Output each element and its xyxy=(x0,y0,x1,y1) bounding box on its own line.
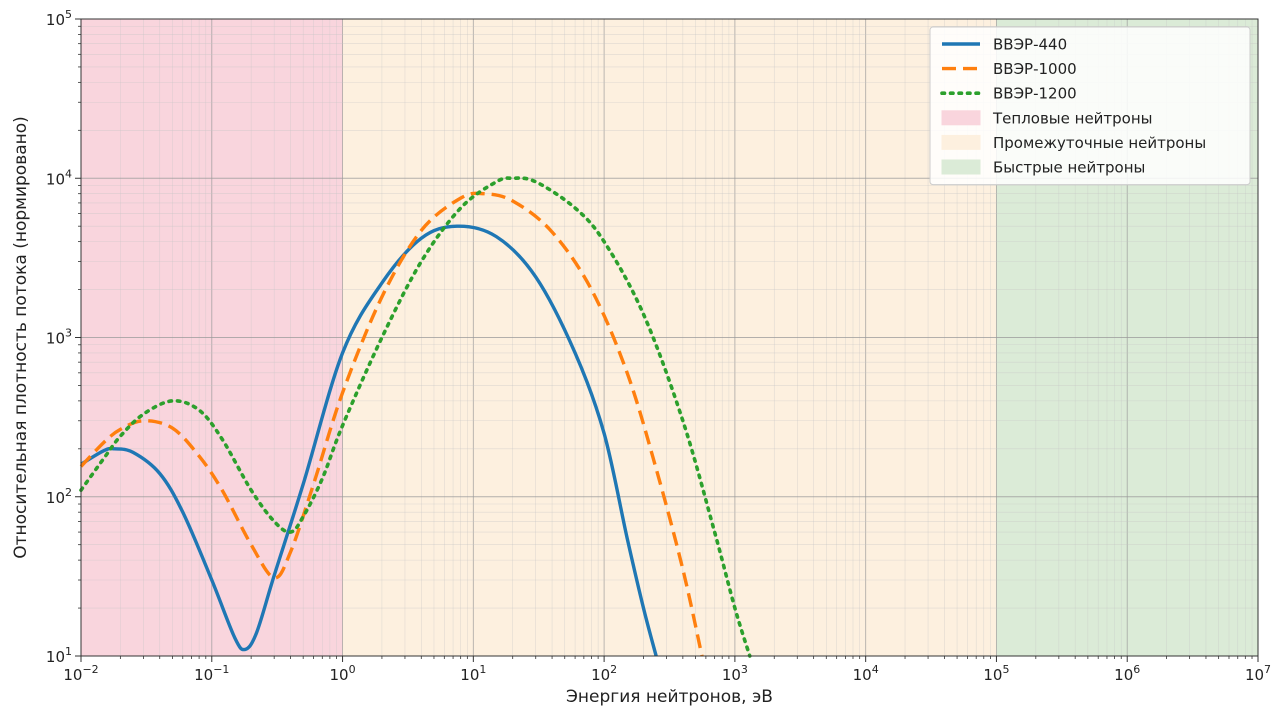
y-tick-label-exponent: 5 xyxy=(65,8,72,21)
y-tick-label: 103 xyxy=(46,327,72,348)
x-tick-label-exponent: −2 xyxy=(82,663,98,676)
legend-swatch-region-2 xyxy=(941,159,981,175)
x-tick-label: 10−1 xyxy=(194,663,229,684)
series-line-2 xyxy=(79,176,752,658)
x-tick-label-base: 10 xyxy=(1114,666,1133,684)
x-tick-label-base: 10 xyxy=(63,666,82,684)
legend-label-region-1: Промежуточные нейтроны xyxy=(993,134,1206,152)
x-tick-label-base: 10 xyxy=(722,666,741,684)
y-tick-label-base: 10 xyxy=(46,330,65,348)
y-tick-label-exponent: 1 xyxy=(65,645,72,658)
x-tick-label-exponent: 0 xyxy=(349,663,356,676)
legend-label-region-0: Тепловые нейтроны xyxy=(992,109,1153,127)
y-tick-label: 102 xyxy=(46,486,72,507)
legend-label-series-1: ВВЭР-1000 xyxy=(993,60,1077,78)
legend-swatch-region-0 xyxy=(941,110,981,126)
y-tick-label: 104 xyxy=(46,167,72,188)
y-tick-label-base: 10 xyxy=(46,648,65,666)
x-tick-label-base: 10 xyxy=(1245,666,1264,684)
x-tick-label-base: 10 xyxy=(983,666,1002,684)
x-tick-label-exponent: 7 xyxy=(1264,663,1271,676)
legend: ВВЭР-440 ВВЭР-1000 ВВЭР-1200 Тепловые нейтр… xyxy=(929,26,1251,186)
x-tick-label: 100 xyxy=(330,663,356,684)
series-line-1 xyxy=(79,191,704,657)
x-tick-label-exponent: 1 xyxy=(479,663,486,676)
legend-box xyxy=(929,26,1251,186)
y-tick-label-exponent: 2 xyxy=(65,486,72,499)
series-layer xyxy=(79,176,752,658)
x-axis-label: Энергия нейтронов, эВ xyxy=(566,687,773,707)
x-tick-label-exponent: 6 xyxy=(1133,663,1140,676)
x-tick-label: 106 xyxy=(1114,663,1140,684)
x-tick-label-exponent: 2 xyxy=(610,663,617,676)
y-tick-label-base: 10 xyxy=(46,489,65,507)
y-tick-label: 105 xyxy=(46,8,72,29)
x-tick-label: 105 xyxy=(983,663,1009,684)
x-tick-label-base: 10 xyxy=(591,666,610,684)
x-tick-label-exponent: 3 xyxy=(741,663,748,676)
x-tick-label: 107 xyxy=(1245,663,1271,684)
legend-swatch-region-1 xyxy=(941,134,981,150)
x-tick-label: 104 xyxy=(853,663,879,684)
y-tick-label-exponent: 4 xyxy=(65,167,72,180)
series-line-0 xyxy=(80,224,658,657)
x-tick-label-base: 10 xyxy=(194,666,213,684)
x-tick-label-exponent: 5 xyxy=(1002,663,1009,676)
grid-layer xyxy=(80,18,1259,657)
x-tick-label: 102 xyxy=(591,663,617,684)
x-tick-label-base: 10 xyxy=(853,666,872,684)
x-tick-label: 103 xyxy=(722,663,748,684)
ticks-layer: 10−2 10−1 100 101 102 103 104 105 106 10710110210… xyxy=(46,8,1271,684)
x-tick-label: 101 xyxy=(460,663,486,684)
x-tick-label: 10−2 xyxy=(63,663,98,684)
x-tick-label-base: 10 xyxy=(330,666,349,684)
x-tick-label-base: 10 xyxy=(460,666,479,684)
y-tick-label-base: 10 xyxy=(46,11,65,29)
y-axis-label: Относительная плотность потока (нормиров… xyxy=(11,116,31,559)
legend-label-series-0: ВВЭР-440 xyxy=(993,36,1067,54)
y-tick-label-base: 10 xyxy=(46,170,65,188)
y-tick-label-exponent: 3 xyxy=(65,327,72,340)
legend-label-region-2: Быстрые нейтроны xyxy=(993,159,1145,177)
legend-label-series-2: ВВЭР-1200 xyxy=(993,85,1077,103)
x-tick-label-exponent: −1 xyxy=(213,663,229,676)
x-tick-label-exponent: 4 xyxy=(872,663,879,676)
y-tick-label: 101 xyxy=(46,645,72,666)
